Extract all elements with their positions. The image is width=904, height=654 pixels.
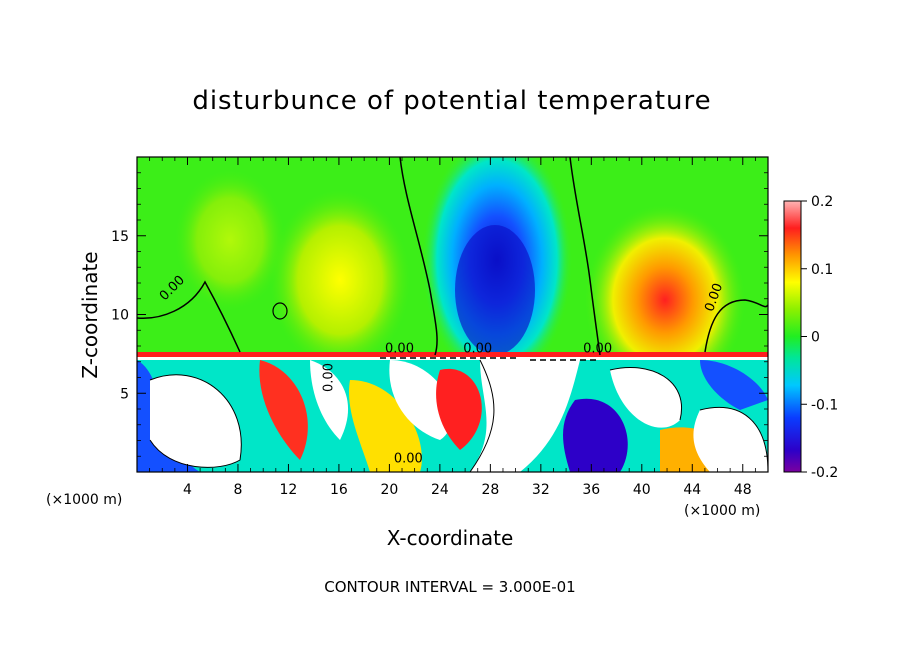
cold-core — [455, 225, 535, 355]
lower-blob — [700, 360, 768, 410]
lower-blob — [310, 360, 349, 440]
x-tick-label: 48 — [734, 482, 752, 498]
lower-blob — [436, 368, 482, 450]
x-tick-label: 32 — [532, 482, 550, 498]
contour-zero — [149, 374, 242, 468]
contour-label: 0.00 — [385, 341, 414, 356]
lower-blob — [610, 367, 682, 428]
x-tick-label: 16 — [330, 482, 348, 498]
colorbar-tick-label: -0.2 — [811, 465, 838, 481]
x-axis-label: X-coordinate — [386, 526, 514, 550]
contour-zero — [137, 280, 241, 353]
y-tick-label: 5 — [120, 386, 129, 402]
lower-blob — [389, 360, 452, 440]
lower-blob — [563, 398, 628, 472]
x-unit-label-left: (×1000 m) — [46, 492, 123, 508]
contour-label: 0.00 — [394, 452, 423, 467]
contour-interval-note: CONTOUR INTERVAL = 3.000E-01 — [324, 578, 576, 596]
x-tick-label: 40 — [633, 482, 651, 498]
contour-zero — [569, 157, 601, 356]
colorbar-ticks: 0.2 0.1 0 -0.1 -0.2 — [801, 194, 838, 481]
warm-plume-far-left — [175, 170, 285, 310]
lower-blob — [470, 360, 580, 472]
x-tick-label: 24 — [431, 482, 449, 498]
x-tick-label: 44 — [683, 482, 701, 498]
colorbar-tick-label: 0 — [811, 330, 820, 346]
x-unit-label-right: (×1000 m) — [684, 503, 761, 519]
contour-zero — [609, 366, 682, 421]
warm-plume-left — [270, 190, 410, 370]
x-tick-label: 20 — [380, 482, 398, 498]
y-ticks: 5 10 15 — [111, 172, 768, 457]
contour-zero — [704, 299, 768, 353]
x-tick-label: 4 — [183, 482, 192, 498]
y-tick-label: 15 — [111, 229, 129, 245]
contour-zero — [469, 359, 495, 472]
inversion-band — [137, 352, 768, 358]
colorbar-tick-label: -0.1 — [811, 397, 838, 413]
lower-blob — [349, 380, 422, 472]
contour-zero — [399, 157, 438, 356]
contour-label: 0.00 — [583, 341, 612, 356]
x-tick-label: 28 — [481, 482, 499, 498]
contour-zero — [272, 302, 288, 320]
colorbar-tick-label: 0.2 — [811, 194, 833, 210]
x-tick-label: 8 — [233, 482, 242, 498]
lower-blob — [150, 374, 242, 468]
heatmap-field — [137, 157, 768, 472]
x-tick-label: 36 — [582, 482, 600, 498]
colorbar-tick-label: 0.1 — [811, 262, 833, 278]
contour-label: 0.00 — [322, 363, 337, 392]
lower-blob — [693, 407, 768, 472]
contour-label: 0.00 — [463, 341, 492, 356]
lower-blob — [259, 360, 308, 460]
contour-negative — [380, 357, 600, 361]
chart-title: disturbunce of potential temperature — [192, 86, 712, 116]
x-ticks: 4 8 12 16 20 24 28 32 36 40 44 48 — [149, 157, 756, 498]
x-tick-label: 12 — [280, 482, 298, 498]
y-tick-label: 10 — [111, 308, 129, 324]
colorbar — [783, 200, 802, 473]
